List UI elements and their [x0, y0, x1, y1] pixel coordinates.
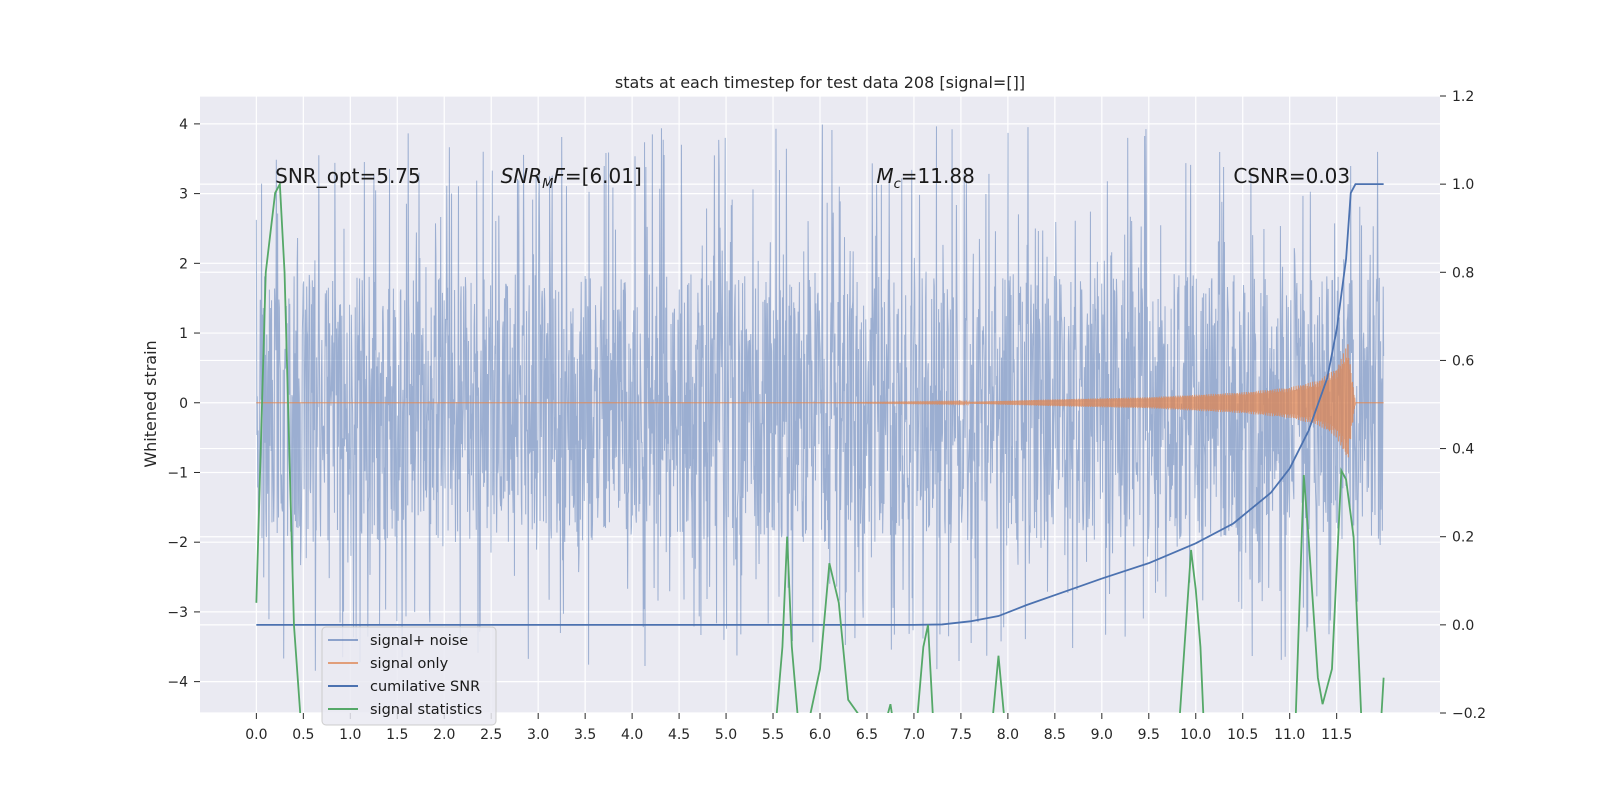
series-signal-statistics — [255, 180, 1385, 713]
x-tick-label: 7.0 — [903, 727, 925, 743]
y2-tick-label: 0.8 — [1452, 265, 1474, 281]
x-tick-label: 1.0 — [339, 727, 361, 743]
x-tick-label: 1.5 — [386, 727, 408, 743]
x-tick-label: 0.0 — [245, 727, 267, 743]
x-tick-label: 11.0 — [1274, 727, 1305, 743]
x-tick-label: 5.5 — [762, 727, 784, 743]
y-tick-label: 4 — [179, 117, 188, 133]
x-tick-label: 9.0 — [1091, 727, 1113, 743]
x-tick-label: 0.5 — [292, 727, 314, 743]
series-signal-only — [256, 344, 1384, 458]
y-tick-label: −2 — [167, 535, 188, 551]
x-tick-label: 4.5 — [668, 727, 690, 743]
series-signal-noise — [255, 124, 1385, 671]
legend: signal+ noise signal only cumilative SNR si… — [321, 626, 497, 726]
legend-entry: signal+ noise — [370, 633, 468, 649]
x-axis: 0.0 0.5 1.0 1.5 2.0 2.5 3.0 3.5 4.0 4.5 5.0 5.5 6.0 6… — [245, 713, 1352, 743]
legend-entry: cumilative SNR — [370, 679, 480, 695]
y2-tick-label: 0.6 — [1452, 353, 1474, 369]
x-tick-label: 4.0 — [621, 727, 643, 743]
y-tick-label: 0 — [179, 396, 188, 412]
y2-tick-label: 1.2 — [1452, 89, 1474, 105]
y-axis-left: 4 3 2 1 0 −1 −2 −3 −4 — [167, 117, 200, 691]
series-cumulative-snr — [256, 183, 1384, 626]
annotation-1: SNR_opt=5.75 — [275, 164, 421, 188]
x-tick-label: 7.5 — [950, 727, 972, 743]
chart-title: stats at each timestep for test data 208… — [615, 73, 1025, 92]
x-tick-label: 5.0 — [715, 727, 737, 743]
x-tick-label: 8.0 — [997, 727, 1019, 743]
y2-tick-label: 1.0 — [1452, 177, 1474, 193]
x-tick-label: 3.5 — [574, 727, 596, 743]
annotation-2: SNRMF=[6.01] — [501, 164, 642, 192]
y-axis-label: Whitened strain — [141, 340, 160, 467]
legend-entry: signal statistics — [370, 702, 482, 718]
y-tick-label: 1 — [179, 326, 188, 342]
x-tick-label: 11.5 — [1321, 727, 1352, 743]
y-tick-label: 2 — [179, 256, 188, 272]
y2-tick-label: 0.4 — [1452, 442, 1474, 458]
annotation-4: CSNR=0.03 — [1233, 164, 1350, 188]
x-tick-label: 10.5 — [1227, 727, 1258, 743]
y2-tick-label: 0.0 — [1452, 618, 1474, 634]
series-layer — [255, 124, 1385, 713]
annotations: SNR_opt=5.75 SNRMF=[6.01] Mc=11.88 CSNR=0.0… — [275, 164, 1350, 192]
annotation-3: Mc=11.88 — [876, 164, 974, 192]
x-tick-label: 2.5 — [480, 727, 502, 743]
legend-entry: signal only — [370, 656, 449, 672]
x-tick-label: 6.0 — [809, 727, 831, 743]
y-tick-label: 3 — [179, 187, 188, 203]
x-tick-label: 8.5 — [1044, 727, 1066, 743]
y2-tick-label: −0.2 — [1452, 706, 1486, 722]
x-tick-label: 6.5 — [856, 727, 878, 743]
x-tick-label: 9.5 — [1138, 727, 1160, 743]
x-tick-label: 10.0 — [1180, 727, 1211, 743]
y2-tick-label: 0.2 — [1452, 530, 1474, 546]
y-axis-right: 1.2 1.0 0.8 0.6 0.4 0.2 0.0 −0.2 — [1440, 89, 1486, 722]
y-tick-label: −4 — [167, 675, 188, 691]
x-tick-label: 3.0 — [527, 727, 549, 743]
y-tick-label: −3 — [167, 605, 188, 621]
y-tick-label: −1 — [167, 465, 188, 481]
legend-box — [321, 626, 497, 726]
x-tick-label: 2.0 — [433, 727, 455, 743]
